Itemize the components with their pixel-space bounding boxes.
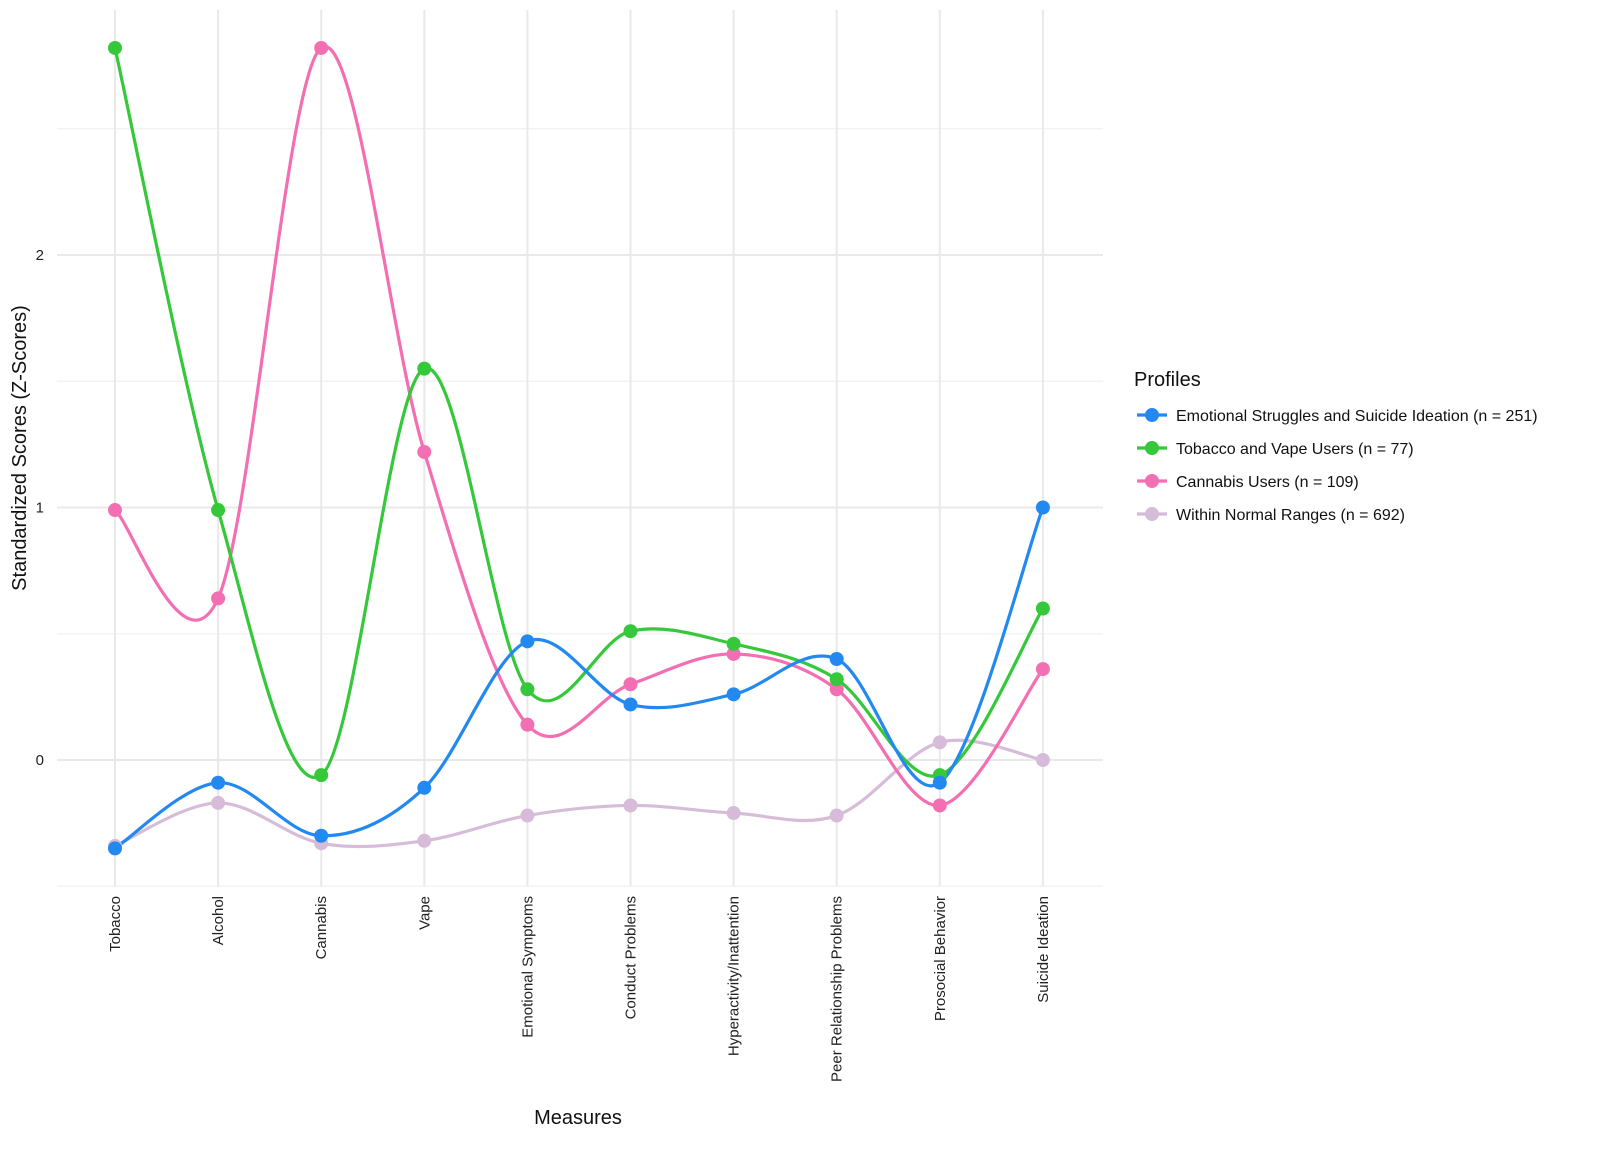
x-axis-title: Measures xyxy=(534,1107,622,1129)
data-point xyxy=(108,503,122,518)
data-point xyxy=(829,682,844,697)
series-lines xyxy=(113,45,1045,850)
data-point xyxy=(829,672,844,687)
grid xyxy=(57,10,1103,887)
legend-key-point xyxy=(1145,441,1159,455)
series-line xyxy=(113,45,1045,808)
data-point xyxy=(623,624,638,639)
data-point xyxy=(932,775,947,790)
data-point xyxy=(211,591,226,606)
x-tick-label: Tobacco xyxy=(107,896,124,952)
data-point xyxy=(1035,753,1050,767)
data-point xyxy=(417,361,432,376)
data-point xyxy=(520,717,535,732)
data-point xyxy=(520,634,535,649)
legend-key-point xyxy=(1145,474,1159,488)
legend-item: Emotional Struggles and Suicide Ideation… xyxy=(1137,408,1538,425)
data-point xyxy=(932,735,947,750)
y-tick-label: 0 xyxy=(36,752,44,769)
legend-item: Cannabis Users (n = 109) xyxy=(1137,474,1359,491)
series-line xyxy=(113,46,1045,779)
data-point xyxy=(417,833,432,848)
x-tick-label: Conduct Problems xyxy=(623,896,640,1019)
data-point xyxy=(211,795,226,810)
legend-label: Tobacco and Vape Users (n = 77) xyxy=(1176,441,1414,458)
data-point xyxy=(932,798,947,813)
legend-title: Profiles xyxy=(1134,369,1201,391)
data-point xyxy=(314,40,329,55)
x-axis-ticks: Tobacco Alcohol Cannabis Vape Emotional Symp… xyxy=(107,896,1052,1082)
data-point xyxy=(520,808,535,823)
data-point xyxy=(726,636,741,651)
data-point xyxy=(211,503,226,518)
data-point xyxy=(726,687,741,702)
data-point xyxy=(623,677,638,692)
data-point xyxy=(211,775,226,790)
legend: Profiles Emotional Struggles and Suicide… xyxy=(1134,369,1538,524)
legend-label: Cannabis Users (n = 109) xyxy=(1176,474,1359,491)
x-tick-label: Suicide Ideation xyxy=(1035,896,1052,1003)
x-tick-label: Peer Relationship Problems xyxy=(829,896,846,1082)
x-tick-label: Hyperactivity/Inattention xyxy=(726,896,743,1056)
data-point xyxy=(417,780,432,795)
y-axis-title: Standardized Scores (Z-Scores) xyxy=(9,305,31,591)
data-point xyxy=(829,808,844,823)
x-tick-label: Alcohol xyxy=(210,896,227,945)
legend-item: Within Normal Ranges (n = 692) xyxy=(1137,507,1405,524)
data-point xyxy=(1035,500,1050,515)
data-point xyxy=(726,806,741,821)
legend-item: Tobacco and Vape Users (n = 77) xyxy=(1137,441,1414,458)
y-tick-label: 2 xyxy=(36,247,44,264)
legend-key-point xyxy=(1145,408,1159,422)
legend-label: Emotional Struggles and Suicide Ideation… xyxy=(1176,408,1538,425)
series-line xyxy=(113,505,1045,850)
x-tick-label: Vape xyxy=(416,896,433,930)
x-tick-label: Prosocial Behavior xyxy=(932,896,949,1021)
legend-label: Within Normal Ranges (n = 692) xyxy=(1176,507,1405,524)
series-points xyxy=(108,40,1050,856)
data-point xyxy=(520,682,535,697)
data-point xyxy=(108,40,122,55)
x-tick-label: Emotional Symptoms xyxy=(519,896,536,1038)
y-tick-label: 1 xyxy=(36,500,44,517)
data-point xyxy=(314,828,329,843)
legend-key-point xyxy=(1145,507,1159,521)
data-point xyxy=(417,444,432,459)
x-tick-label: Cannabis xyxy=(313,896,330,959)
data-point xyxy=(314,768,329,783)
series-line xyxy=(113,738,1045,849)
data-point xyxy=(108,841,122,856)
data-point xyxy=(623,697,638,712)
data-point xyxy=(623,798,638,813)
data-point xyxy=(829,652,844,666)
data-point xyxy=(1035,662,1050,677)
data-point xyxy=(1035,601,1050,616)
y-axis-ticks: 0 1 2 xyxy=(36,247,44,769)
data-point xyxy=(726,646,741,661)
